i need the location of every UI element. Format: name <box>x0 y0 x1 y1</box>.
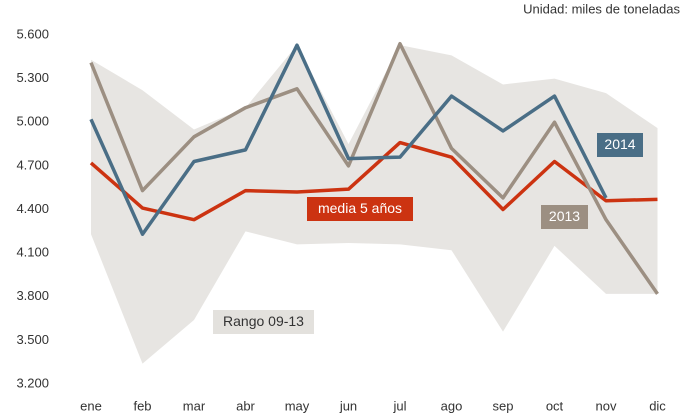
series-line <box>89 41 659 295</box>
x-tick-label: abr <box>236 398 255 413</box>
legend-box <box>597 133 643 157</box>
legend-box <box>307 197 413 221</box>
y-tick-label: 4.400 <box>16 201 49 216</box>
legend-box <box>213 310 314 334</box>
x-tick-label: oct <box>546 398 564 413</box>
x-tick-label: nov <box>596 398 617 413</box>
x-tick-label: dic <box>649 398 666 413</box>
x-tick-label: ene <box>80 398 102 413</box>
x-tick-label: jul <box>392 398 406 413</box>
x-tick-label: feb <box>133 398 151 413</box>
x-tick-label: jun <box>339 398 357 413</box>
x-tick-label: ago <box>441 398 463 413</box>
y-tick-label: 4.100 <box>16 245 49 260</box>
x-tick-label: mar <box>183 398 206 413</box>
legend-label: 2014 <box>604 136 635 152</box>
legend-label: media 5 años <box>318 200 402 216</box>
series-line <box>89 43 608 236</box>
legend-label: 2013 <box>549 208 580 224</box>
y-tick-label: 5.300 <box>16 70 49 85</box>
y-tick-label: 3.800 <box>16 288 49 303</box>
y-tick-label: 5.600 <box>16 26 49 41</box>
legend-box <box>541 205 588 229</box>
chart-subtitle: Unidad: miles de toneladas <box>523 1 680 16</box>
legend-label: Rango 09-13 <box>223 313 304 329</box>
y-tick-label: 4.700 <box>16 157 49 172</box>
series-line <box>89 140 658 222</box>
y-tick-label: 3.500 <box>16 332 49 347</box>
x-tick-label: may <box>285 398 310 413</box>
y-tick-label: 3.200 <box>16 375 49 390</box>
x-tick-label: sep <box>493 398 514 413</box>
y-tick-label: 5.000 <box>16 114 49 129</box>
